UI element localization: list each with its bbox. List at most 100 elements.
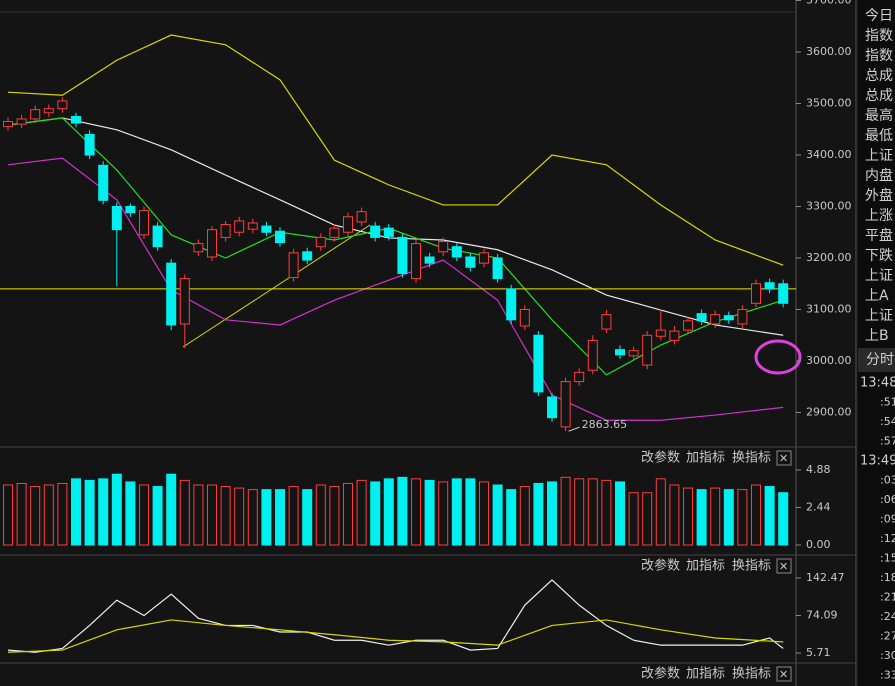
candle-body: [778, 283, 789, 304]
close-box[interactable]: [776, 666, 792, 682]
y-tick-label: 4.88: [806, 463, 831, 476]
volume-bar: [696, 489, 707, 546]
toolbar-button[interactable]: 加指标: [686, 451, 725, 466]
candle-body: [615, 349, 625, 356]
candle-body: [3, 121, 13, 128]
volume-bar: [111, 473, 122, 546]
candle-body: [723, 315, 734, 321]
candle-body: [451, 246, 462, 258]
volume-bar: [125, 481, 136, 546]
indicator-line: [7, 619, 784, 653]
candle-body: [275, 230, 285, 244]
y-tick-label: 3600.00: [806, 45, 852, 58]
candle-body: [424, 256, 435, 264]
time-label: :18: [880, 571, 895, 584]
close-button[interactable]: ✕: [779, 452, 788, 465]
volume-bar: [234, 487, 245, 546]
volume-bar: [751, 484, 761, 546]
y-tick-label: 3100.00: [806, 303, 852, 316]
indicator-line: [7, 579, 784, 653]
close-button[interactable]: ✕: [779, 668, 788, 681]
side-label: 平盘: [865, 227, 893, 244]
candle-body: [710, 314, 721, 325]
volume-bar: [587, 478, 598, 546]
candle-body: [397, 236, 408, 274]
volume-bar: [492, 484, 503, 546]
candle-body: [764, 282, 775, 290]
toolbar-button[interactable]: 加指标: [686, 667, 725, 682]
side-label: 内盘: [865, 167, 893, 184]
time-label: :51: [880, 396, 895, 409]
volume-bar: [710, 487, 721, 546]
tab[interactable]: 分时: [866, 352, 894, 368]
volume-bar: [737, 489, 748, 546]
side-label: 上A: [865, 288, 889, 304]
volume-bar: [343, 482, 353, 546]
side-label: 下跌: [865, 248, 893, 264]
plots: 2900.00 3000.00 3100.00 3200.00 3300.00 3400.…: [0, 0, 852, 682]
volume-bar: [519, 486, 530, 546]
volume-bar: [193, 484, 204, 546]
toolbar-button[interactable]: 换指标: [732, 559, 771, 574]
time-label: :21: [880, 591, 895, 604]
close-button[interactable]: ✕: [779, 560, 788, 573]
volume-bar: [628, 492, 639, 546]
volume-bar: [506, 489, 517, 546]
side-label: 总成: [865, 68, 893, 84]
volume-bar: [451, 478, 462, 546]
indicator-line: [7, 34, 784, 266]
candle-body: [560, 381, 571, 428]
candle-body: [574, 371, 585, 383]
low-annotation: 2863.65: [582, 418, 628, 431]
candle-body: [383, 227, 394, 237]
candle-body: [329, 227, 340, 238]
y-tick-label: 2.44: [806, 500, 831, 513]
candle-body: [193, 243, 204, 253]
indicator-line: [7, 157, 784, 421]
volume-bar: [98, 478, 109, 546]
close-box[interactable]: [776, 558, 792, 574]
y-tick-label: 5.71: [806, 646, 831, 659]
candle-body: [506, 288, 517, 321]
volume-bar: [438, 481, 449, 546]
candle-body: [669, 330, 680, 341]
y-tick-label: 2900.00: [806, 405, 852, 418]
side-label: 上涨: [865, 208, 893, 224]
toolbar-button[interactable]: 加指标: [686, 559, 725, 574]
volume-bar: [71, 478, 81, 546]
candle-body: [139, 210, 149, 236]
volume-bar: [57, 482, 68, 546]
side-label: 指数: [865, 48, 893, 64]
toolbar-button[interactable]: 改参数: [641, 450, 680, 466]
time-label: :15: [880, 552, 895, 565]
volume-bar: [642, 492, 653, 546]
time-label: :30: [880, 649, 895, 662]
volume-bar: [683, 487, 693, 546]
volume-bar: [207, 484, 217, 546]
volume-bar: [479, 481, 489, 546]
y-tick-label: 3000.00: [806, 354, 852, 367]
volume-bar: [261, 489, 272, 546]
y-tick-label: 0.00: [806, 538, 831, 551]
side-panel: 今日指数指数总成总成最高最低上证内盘外盘上涨平盘下跌上证上A上证上B分时13:4…: [858, 8, 895, 682]
toolbar-button[interactable]: 改参数: [641, 558, 680, 574]
time-label: :09: [880, 513, 895, 526]
toolbar-button[interactable]: 改参数: [641, 666, 680, 682]
candle-body: [479, 252, 489, 264]
y-tick-label: 3300.00: [806, 200, 852, 213]
close-box[interactable]: [776, 450, 792, 466]
volume-bar: [669, 484, 680, 546]
volume-bar: [383, 478, 394, 546]
toolbar-button[interactable]: 换指标: [732, 451, 771, 466]
highlight-circle: [754, 339, 802, 375]
candle-body: [465, 256, 476, 268]
toolbar-button[interactable]: 换指标: [732, 667, 771, 682]
volume-bar: [424, 479, 435, 546]
volume-bar: [397, 476, 408, 546]
candle-body: [288, 252, 299, 279]
candle-body: [207, 229, 217, 258]
volume-bar: [547, 481, 557, 546]
time-label: 13:49: [860, 454, 895, 469]
volume-bar: [370, 481, 381, 546]
